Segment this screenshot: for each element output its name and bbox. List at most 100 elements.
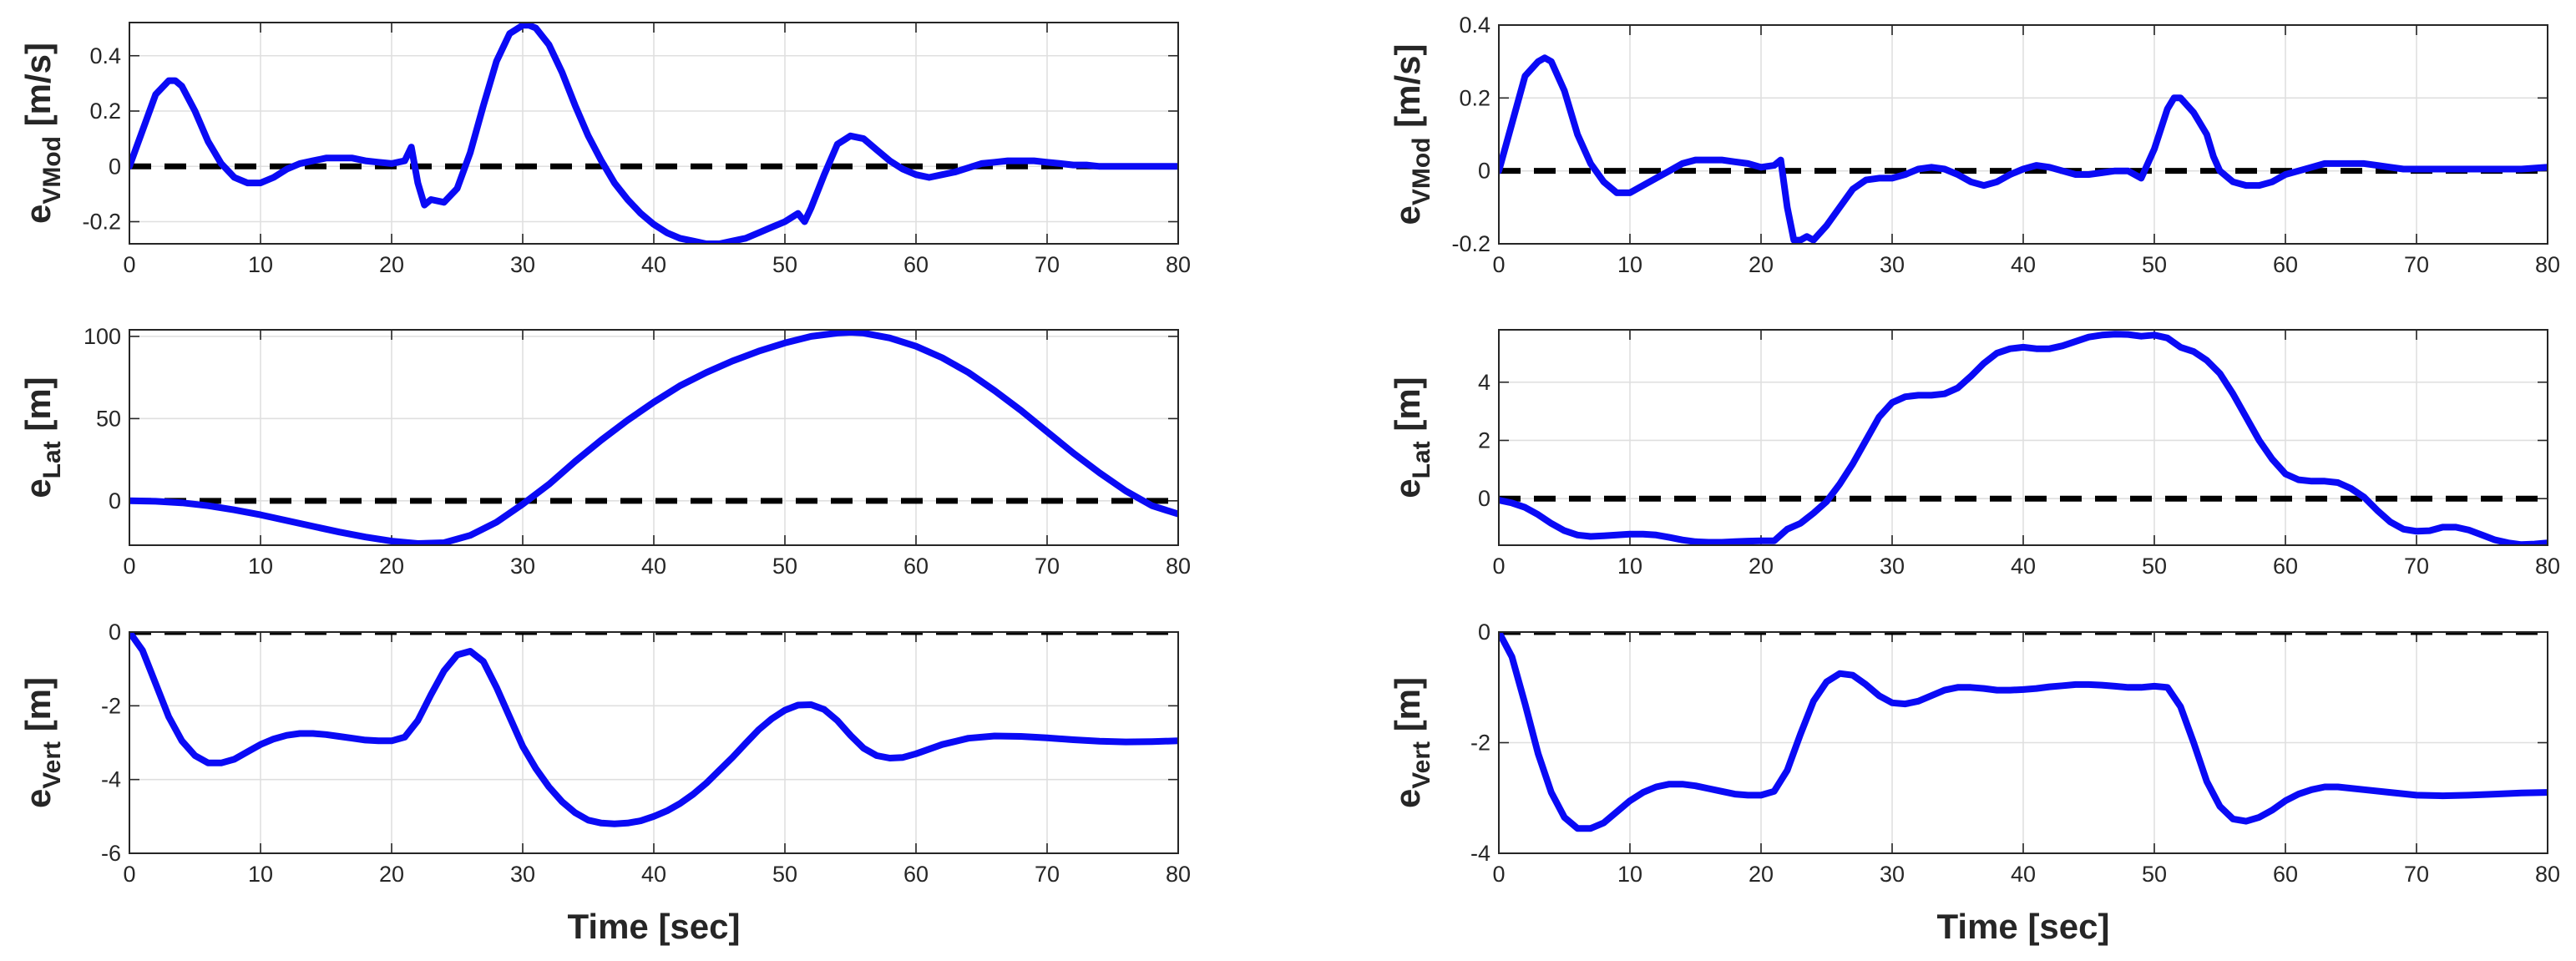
axes-box bbox=[1498, 329, 2548, 546]
y-tick-label: 0 bbox=[1478, 486, 1490, 511]
x-tick-label: 0 bbox=[123, 862, 135, 887]
y-tick-label: 0 bbox=[109, 154, 121, 179]
x-tick-label: 80 bbox=[2535, 862, 2560, 887]
y-axis-label-unit: [m] bbox=[1388, 677, 1427, 741]
x-tick-label: 50 bbox=[772, 554, 797, 579]
x-tick-label: 10 bbox=[1617, 252, 1642, 277]
x-tick-label: 0 bbox=[1492, 252, 1505, 277]
y-axis-label-subscript: Vert bbox=[1408, 741, 1435, 789]
x-tick-label: 40 bbox=[641, 554, 666, 579]
x-tick-label: 20 bbox=[379, 252, 404, 277]
x-axis-label: Time [sec] bbox=[1937, 907, 2110, 946]
x-tick-label: 70 bbox=[1035, 862, 1060, 887]
x-tick-label: 0 bbox=[123, 554, 135, 579]
x-tick-label: 60 bbox=[2273, 862, 2298, 887]
x-tick-label: 20 bbox=[1749, 862, 1774, 887]
x-tick-label: 50 bbox=[772, 252, 797, 277]
x-tick-label: 40 bbox=[2011, 554, 2036, 579]
series-line bbox=[129, 632, 1178, 827]
y-axis-label-subscript: VMod bbox=[1408, 138, 1435, 206]
y-axis-label-subscript: Vert bbox=[38, 741, 66, 789]
x-tick-label: 20 bbox=[1749, 554, 1774, 579]
series-line bbox=[1499, 54, 2548, 244]
x-tick-label: 60 bbox=[2273, 252, 2298, 277]
y-axis-label-unit: [m/s] bbox=[1388, 43, 1427, 137]
x-tick-label: 80 bbox=[1166, 862, 1191, 887]
y-axis-label: eVert [m] bbox=[18, 677, 66, 808]
y-axis-label-base: e bbox=[18, 205, 58, 224]
y-axis-label-base: e bbox=[1388, 205, 1427, 225]
panel-right-vertical: 0 10 20 30 40 50 60 70 80 -4 -2 0 eVert [m] Time [sec… bbox=[1388, 620, 2560, 946]
x-tick-label: 0 bbox=[123, 252, 135, 277]
axes-box bbox=[1498, 631, 2548, 854]
x-tick-label: 0 bbox=[1492, 862, 1505, 887]
y-axis-label: eVMod [m/s] bbox=[18, 43, 66, 224]
x-tick-label: 10 bbox=[248, 862, 273, 887]
y-tick-label: -0.2 bbox=[82, 210, 121, 235]
y-tick-label: -2 bbox=[101, 693, 121, 718]
y-axis-label-unit: [m] bbox=[1388, 377, 1427, 441]
x-tick-label: 80 bbox=[2535, 554, 2560, 579]
y-axis-label: eLat [m] bbox=[1388, 377, 1435, 498]
x-tick-label: 70 bbox=[1035, 554, 1060, 579]
x-tick-label: 0 bbox=[1492, 554, 1505, 579]
x-tick-label: 80 bbox=[1166, 554, 1191, 579]
x-tick-label: 10 bbox=[1617, 554, 1642, 579]
series-line bbox=[129, 330, 1178, 545]
x-tick-label: 30 bbox=[1880, 862, 1905, 887]
x-tick-label: 10 bbox=[1617, 862, 1642, 887]
y-axis-label-base: e bbox=[18, 789, 58, 808]
y-tick-label: 0.4 bbox=[89, 43, 121, 68]
y-tick-label: 0 bbox=[109, 620, 121, 645]
y-axis-label: eVMod [m/s] bbox=[1388, 43, 1435, 225]
x-tick-label: 20 bbox=[1749, 252, 1774, 277]
panel-left-vertical: 0 10 20 30 40 50 60 70 80 -6 -4 -2 0 eVert [m] Time [s… bbox=[18, 620, 1191, 946]
x-tick-label: 60 bbox=[903, 554, 929, 579]
y-axis-label-subscript: VMod bbox=[38, 136, 66, 205]
y-axis-label-subscript: Lat bbox=[38, 441, 66, 478]
y-axis-label-base: e bbox=[18, 478, 58, 498]
x-tick-label: 40 bbox=[641, 252, 666, 277]
x-tick-label: 10 bbox=[248, 252, 273, 277]
x-tick-label: 30 bbox=[510, 554, 535, 579]
x-tick-label: 10 bbox=[248, 554, 273, 579]
y-tick-label: -2 bbox=[1470, 731, 1490, 756]
y-tick-label: -4 bbox=[1470, 841, 1490, 866]
y-tick-label: 4 bbox=[1478, 370, 1490, 395]
y-tick-label: 100 bbox=[84, 324, 121, 349]
x-tick-label: 70 bbox=[2404, 554, 2429, 579]
axes-box bbox=[1498, 24, 2548, 245]
x-tick-label: 50 bbox=[2142, 252, 2167, 277]
x-tick-label: 40 bbox=[2011, 252, 2036, 277]
series-line bbox=[1499, 632, 2548, 832]
x-tick-label: 30 bbox=[1880, 252, 1905, 277]
y-tick-label: 2 bbox=[1478, 427, 1490, 453]
panel-right-lateral: 0 10 20 30 40 50 60 70 80 0 2 4 eLat [m] bbox=[1388, 329, 2560, 579]
x-tick-label: 60 bbox=[903, 252, 929, 277]
y-tick-label: 0 bbox=[109, 488, 121, 513]
y-tick-label: 0.2 bbox=[89, 99, 121, 124]
x-tick-label: 70 bbox=[2404, 252, 2429, 277]
x-tick-label: 50 bbox=[772, 862, 797, 887]
x-tick-label: 50 bbox=[2142, 862, 2167, 887]
y-tick-label: -4 bbox=[101, 767, 121, 792]
y-tick-label: 0 bbox=[1478, 620, 1490, 645]
x-tick-label: 80 bbox=[2535, 252, 2560, 277]
x-tick-label: 30 bbox=[510, 252, 535, 277]
y-tick-label: 0 bbox=[1478, 159, 1490, 184]
y-axis-label-base: e bbox=[1388, 478, 1427, 498]
x-tick-label: 70 bbox=[2404, 862, 2429, 887]
axes-box bbox=[129, 22, 1179, 245]
x-tick-label: 70 bbox=[1035, 252, 1060, 277]
y-axis-label-unit: [m] bbox=[18, 377, 58, 441]
y-axis-label-base: e bbox=[1388, 789, 1427, 808]
x-axis-label: Time [sec] bbox=[568, 907, 741, 946]
x-tick-label: 40 bbox=[641, 862, 666, 887]
axes-box bbox=[129, 329, 1179, 546]
y-axis-label: eLat [m] bbox=[18, 377, 66, 498]
y-tick-label: 0.4 bbox=[1459, 13, 1490, 38]
y-tick-label: 0.2 bbox=[1459, 85, 1490, 110]
x-tick-label: 30 bbox=[510, 862, 535, 887]
